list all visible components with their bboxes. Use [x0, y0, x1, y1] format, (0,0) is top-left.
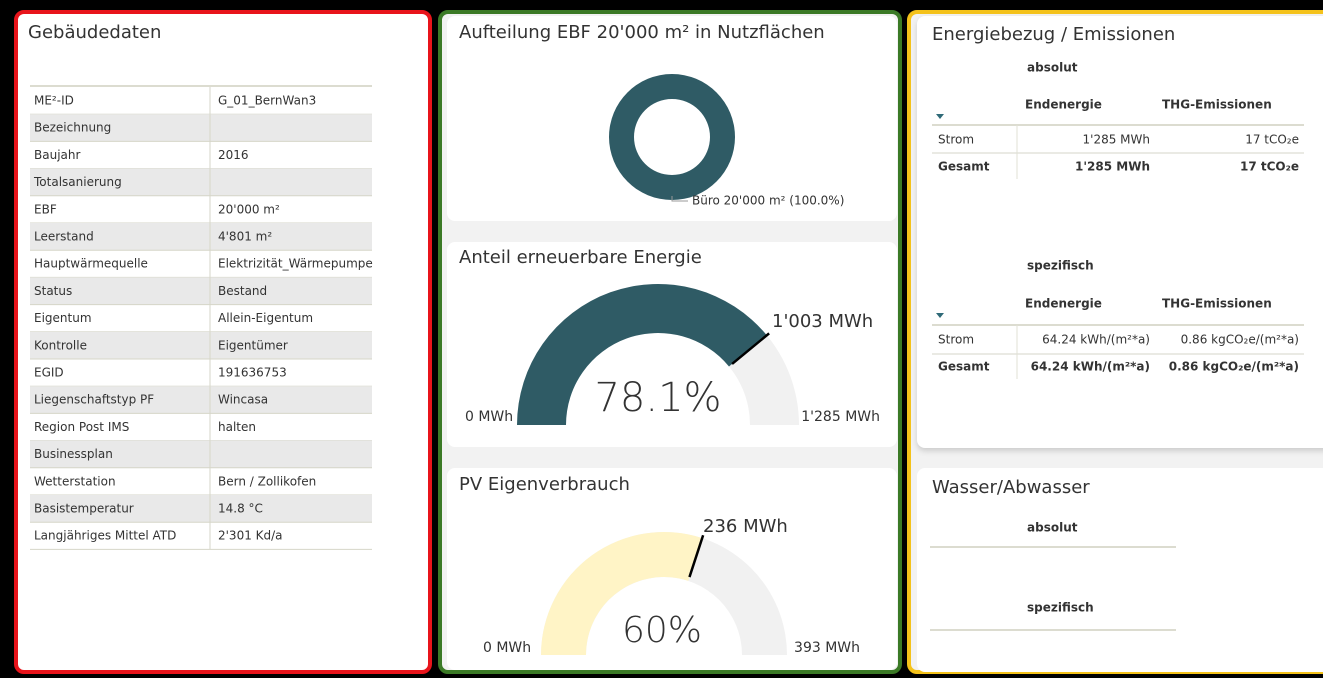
cell: 64.24 kWh/(m²*a) — [1042, 333, 1150, 347]
row-label: Leerstand — [34, 230, 94, 244]
row-label: Kontrolle — [34, 338, 87, 352]
cell: 64.24 kWh/(m²*a) — [1031, 360, 1150, 374]
row-value: Allein-Eigentum — [218, 311, 313, 325]
panel-title: Wasser/Abwasser — [932, 477, 1090, 498]
row-bg — [30, 331, 372, 359]
gauge-needle — [688, 534, 705, 578]
row-value: Bern / Zollikofen — [218, 474, 316, 488]
row-label: Gesamt — [938, 160, 990, 174]
row-label: Region Post IMS — [34, 420, 129, 434]
section-label: spezifisch — [1027, 601, 1094, 615]
sort-icon — [936, 313, 944, 318]
cell: 1'285 MWh — [1075, 160, 1150, 174]
chart-title: Anteil erneuerbare Energie — [459, 247, 702, 268]
gauge-center: 78.1% — [594, 375, 721, 421]
row-bg — [30, 114, 372, 142]
gauge-tick-label: 0 MWh — [465, 409, 513, 425]
row-bg — [30, 386, 372, 414]
row-label: Bezeichnung — [34, 121, 111, 135]
row-value: 2'301 Kd/a — [218, 529, 283, 543]
energie-panel — [907, 10, 1323, 674]
row-label: Status — [34, 284, 72, 298]
cell: 0.86 kgCO₂e/(m²*a) — [1169, 360, 1299, 374]
card — [917, 468, 1323, 672]
row-label: Eigentum — [34, 311, 92, 325]
row-value: Eigentümer — [218, 338, 288, 352]
value-label: 236 MWh — [703, 516, 788, 537]
leader-line — [671, 196, 688, 202]
sort-icon — [936, 114, 944, 119]
cell: 1'285 MWh — [1083, 133, 1150, 147]
row-label: EGID — [34, 366, 64, 380]
gauge-tick-label: 1'285 MWh — [801, 409, 880, 425]
row-bg — [30, 223, 372, 251]
row-label: Basistemperatur — [34, 502, 134, 516]
gauge-fill — [541, 532, 703, 655]
card — [917, 16, 1323, 448]
panel-title: Energiebezug / Emissionen — [932, 24, 1175, 45]
row-value: Bestand — [218, 284, 267, 298]
row-value: G_01_BernWan3 — [218, 94, 316, 108]
row-label: Strom — [938, 133, 974, 147]
row-value: 20'000 m² — [218, 202, 280, 216]
row-label: Wetterstation — [34, 474, 116, 488]
chart-title: PV Eigenverbrauch — [459, 474, 630, 495]
gauge-fill — [517, 283, 767, 425]
row-value: Elektrizität_Wärmepumpe — [218, 257, 373, 271]
row-label: ME²-ID — [34, 94, 74, 108]
row-bg — [30, 440, 372, 468]
row-label: Liegenschaftstyp PF — [34, 393, 154, 407]
gauge-needle — [731, 332, 770, 365]
row-label: Baujahr — [34, 148, 80, 162]
cell: 17 tCO₂e — [1245, 133, 1299, 147]
row-label: Gesamt — [938, 360, 990, 374]
donut-slice — [609, 74, 735, 200]
row-value: 191636753 — [218, 366, 287, 380]
gauge-tick-label: 0 MWh — [483, 640, 531, 656]
row-value: 2016 — [218, 148, 249, 162]
column-header: Endenergie — [1025, 297, 1102, 311]
gauge-center: 60% — [622, 610, 702, 651]
gauge-tick-label: 393 MWh — [794, 640, 860, 656]
row-value: 14.8 °C — [218, 502, 263, 516]
slice-label: Büro 20'000 m² (100.0%) — [692, 194, 844, 208]
column-header: Endenergie — [1025, 98, 1102, 112]
column-header: THG-Emissionen — [1162, 297, 1272, 311]
row-bg — [30, 168, 372, 196]
value-label: 1'003 MWh — [772, 311, 873, 332]
row-value: 4'801 m² — [218, 230, 272, 244]
row-label: Hauptwärmequelle — [34, 257, 148, 271]
cell: 0.86 kgCO₂e/(m²*a) — [1181, 333, 1299, 347]
panel-title: Gebäudedaten — [28, 22, 161, 43]
table-label: absolut — [1027, 61, 1078, 75]
cell: 17 tCO₂e — [1240, 160, 1299, 174]
chart-title: Aufteilung EBF 20'000 m² in Nutzflächen — [459, 22, 825, 43]
row-label: Totalsanierung — [33, 175, 122, 189]
table-label: spezifisch — [1027, 259, 1094, 273]
section-label: absolut — [1027, 521, 1078, 535]
row-value: halten — [218, 420, 256, 434]
row-value: Wincasa — [218, 393, 268, 407]
row-label: EBF — [34, 202, 57, 216]
row-bg — [30, 495, 372, 523]
row-label: Businessplan — [34, 447, 113, 461]
row-bg — [30, 277, 372, 305]
row-label: Langjähriges Mittel ATD — [34, 529, 176, 543]
row-label: Strom — [938, 333, 974, 347]
column-header: THG-Emissionen — [1162, 98, 1272, 112]
